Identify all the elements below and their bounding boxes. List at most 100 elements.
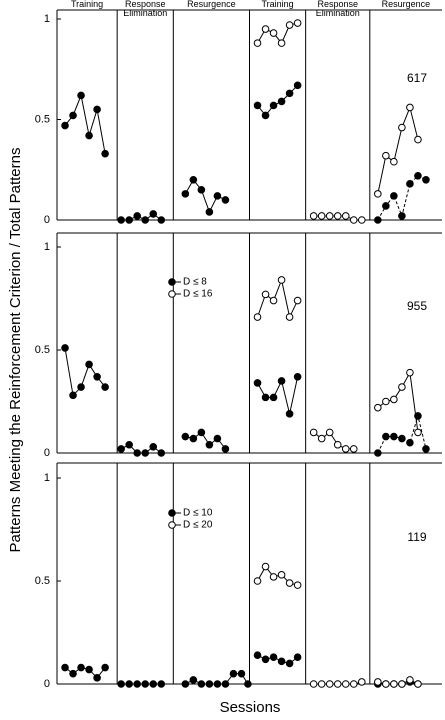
data-point — [398, 434, 406, 443]
data-point — [357, 216, 366, 224]
data-point — [269, 29, 278, 37]
data-point — [277, 657, 286, 666]
data-point — [357, 678, 366, 686]
data-point — [61, 344, 69, 352]
data-point — [406, 676, 414, 684]
data-point — [325, 680, 334, 688]
data-point — [77, 663, 85, 672]
data-point — [261, 25, 270, 33]
data-point — [333, 212, 342, 220]
y-tick-label: 1 — [44, 241, 50, 253]
data-point — [277, 39, 286, 47]
data-point — [317, 680, 326, 688]
data-point — [349, 680, 358, 688]
data-point — [406, 368, 414, 377]
data-point — [398, 123, 406, 132]
data-point — [406, 438, 414, 447]
data-point — [374, 403, 382, 412]
data-point — [149, 443, 158, 451]
y-tick-label: 0 — [44, 214, 50, 226]
data-point — [205, 440, 214, 449]
data-point — [285, 579, 294, 587]
series-line — [257, 278, 419, 450]
data-point — [101, 149, 109, 158]
data-point — [390, 192, 398, 200]
data-point — [414, 428, 422, 437]
data-point — [69, 111, 77, 120]
data-point — [374, 216, 382, 224]
data-point — [197, 428, 206, 437]
data-point — [61, 663, 69, 672]
data-point — [229, 669, 238, 678]
data-point — [390, 395, 398, 404]
y-tick-label: 0.5 — [35, 113, 50, 125]
data-point — [390, 157, 398, 166]
data-point — [414, 680, 422, 688]
data-point — [141, 680, 150, 688]
legend-marker — [168, 521, 176, 529]
y-axis-label: Patterns Meeting the Reinforcement Crite… — [7, 148, 24, 553]
legend-marker — [168, 509, 176, 517]
data-point — [125, 440, 133, 449]
data-point — [277, 377, 286, 385]
data-point — [69, 669, 77, 678]
data-point — [277, 97, 286, 106]
data-point — [261, 655, 270, 664]
data-point — [309, 428, 318, 437]
data-point — [341, 680, 350, 688]
y-tick-label: 0 — [44, 447, 50, 459]
data-point — [85, 360, 93, 369]
data-point — [244, 680, 252, 688]
data-point — [422, 176, 430, 184]
data-point — [141, 216, 150, 224]
data-point — [293, 19, 302, 27]
data-point — [253, 577, 262, 585]
data-point — [406, 180, 414, 188]
data-point — [133, 449, 142, 457]
data-point — [285, 410, 294, 418]
data-point — [422, 445, 430, 453]
legend-label: D ≤ 8 — [183, 277, 207, 288]
data-point — [277, 276, 286, 284]
data-point — [77, 91, 85, 100]
data-point — [285, 313, 294, 321]
data-point — [382, 202, 390, 210]
data-point — [293, 653, 302, 662]
y-tick-label: 0.5 — [35, 575, 50, 587]
data-point — [205, 208, 214, 216]
data-point — [125, 216, 133, 224]
phase-label: Response Elimination — [123, 0, 168, 18]
data-point — [133, 680, 142, 688]
data-point — [157, 216, 166, 224]
data-point — [221, 445, 230, 453]
data-point — [221, 196, 230, 204]
legend-label: D ≤ 20 — [183, 520, 213, 531]
data-point — [374, 678, 382, 686]
data-point — [325, 428, 334, 437]
series-line — [64, 347, 299, 454]
phase-label: Resurgence — [381, 0, 431, 9]
data-point — [253, 651, 262, 659]
data-point — [189, 434, 198, 443]
data-point — [398, 383, 406, 391]
x-axis-label: Sessions — [220, 699, 281, 716]
data-point — [117, 445, 125, 453]
data-point — [269, 393, 278, 402]
data-point — [93, 105, 101, 114]
data-point — [205, 680, 214, 688]
data-point — [93, 674, 101, 682]
data-point — [237, 669, 246, 678]
data-point — [261, 290, 270, 299]
data-point — [285, 21, 294, 29]
data-point — [261, 393, 270, 402]
data-point — [141, 449, 150, 457]
data-point — [117, 680, 125, 688]
data-point — [253, 39, 262, 47]
data-point — [398, 680, 406, 688]
data-point — [285, 89, 294, 98]
phase-label: Training — [261, 0, 294, 9]
data-point — [414, 171, 422, 180]
data-point — [69, 391, 77, 400]
